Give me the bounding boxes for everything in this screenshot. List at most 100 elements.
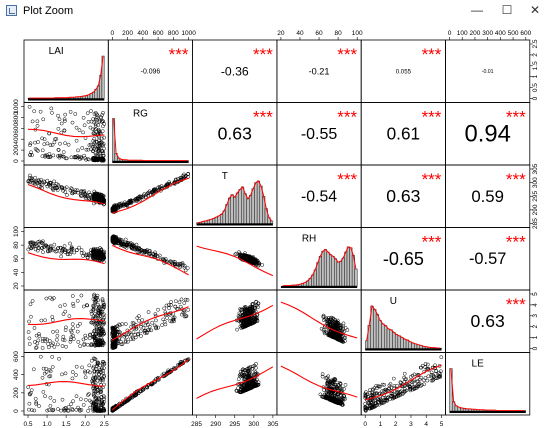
histogram-bar (339, 261, 343, 287)
scatter-point (127, 330, 132, 335)
smooth-line (27, 381, 105, 387)
scatter-point (184, 314, 189, 318)
scatter-point (57, 356, 61, 361)
scatter-point (56, 147, 61, 152)
histogram-bar (354, 268, 358, 287)
scatter-point (39, 318, 44, 323)
scatter-point (168, 259, 173, 264)
scatter-point (94, 157, 99, 162)
scatter-point (96, 360, 100, 365)
scatter-point (55, 249, 59, 254)
scatter-point (93, 332, 97, 337)
scatter-point (94, 342, 98, 347)
scatter-point (53, 186, 57, 190)
scatter-point (321, 313, 326, 318)
scatter-point (89, 358, 94, 363)
scatter-point (326, 374, 331, 379)
scatter-point (98, 338, 103, 343)
scatter-point (91, 147, 96, 151)
scatter-point (34, 179, 38, 183)
scatter-point (46, 249, 50, 254)
scatter-point (434, 376, 439, 381)
scatter-point (340, 395, 345, 400)
window-titlebar: Plot Zoom — ☐ ✕ (0, 0, 550, 22)
panel-frame (107, 227, 194, 291)
scatter-point (100, 377, 105, 381)
histogram-bar (227, 197, 232, 224)
scatter-point (181, 173, 185, 178)
scatter-point (380, 395, 385, 400)
scatter-point (73, 188, 78, 193)
scatter-point (55, 188, 60, 192)
scatter-point (340, 399, 345, 404)
scatter-point (51, 247, 56, 251)
scatter-point (100, 343, 105, 348)
scatter-point (77, 155, 82, 159)
panel-U-RH (276, 289, 362, 353)
scatter-point (173, 304, 178, 309)
scatter-point (165, 316, 169, 320)
scatter-point (133, 199, 138, 203)
scatter-point (391, 376, 396, 381)
scatter-point (60, 344, 65, 348)
scatter-point (91, 139, 96, 143)
histogram-bar (220, 213, 224, 224)
scatter-point (234, 388, 239, 393)
scatter-point (394, 390, 399, 395)
scatter-point (91, 249, 96, 254)
significance-stars: *** (337, 45, 357, 64)
scatter-point (122, 203, 126, 208)
scatter-point (429, 370, 434, 375)
scatter-point (238, 312, 243, 317)
scatter-point (376, 397, 381, 401)
significance-stars: *** (506, 108, 526, 127)
scatter-point (99, 332, 104, 336)
maximize-icon[interactable]: ☐ (501, 3, 513, 17)
scatter-point (40, 148, 45, 153)
scatter-point (370, 391, 374, 395)
scatter-point (403, 377, 408, 382)
panel-U-RG (107, 289, 194, 353)
top-axis-tick-label: 0 (110, 30, 114, 37)
top-axis-tick-label: 600 (153, 30, 164, 37)
close-icon[interactable]: ✕ (529, 3, 541, 17)
correlation-value: 0.61 (387, 123, 420, 143)
left-axis-tick-label: 60 (13, 255, 20, 263)
scatter-point (342, 387, 346, 391)
panel-U-LAI (23, 289, 109, 353)
scatter-point (48, 295, 52, 300)
scatter-point (140, 248, 144, 253)
scatter-point (82, 153, 86, 158)
panel-LE-LE (445, 352, 531, 416)
scatter-point (178, 304, 183, 309)
scatter-point (322, 329, 327, 334)
scatter-point (91, 155, 96, 160)
scatter-point (99, 156, 104, 161)
scatter-point (57, 117, 62, 122)
histogram-bar (405, 339, 410, 349)
scatter-point (378, 400, 383, 405)
scatter-point (248, 306, 253, 311)
scatter-point (102, 122, 107, 126)
scatter-point (176, 363, 180, 367)
scatter-point (60, 186, 65, 190)
scatter-point (102, 373, 107, 378)
histogram-bar (386, 328, 390, 349)
panel-frame (445, 352, 531, 416)
scatter-point (33, 182, 37, 187)
scatter-point (342, 329, 346, 334)
scatter-point (182, 301, 187, 305)
smooth-line (196, 366, 274, 399)
scatter-point (52, 179, 56, 184)
smooth-line (27, 252, 105, 265)
scatter-point (91, 378, 96, 383)
scatter-point (244, 254, 249, 259)
minimize-icon[interactable]: — (471, 3, 483, 17)
scatter-point (98, 376, 102, 381)
histogram-bar (400, 337, 404, 349)
scatter-point (87, 196, 92, 201)
left-axis-tick-label: 200 (13, 387, 20, 398)
scatter-point (149, 328, 154, 333)
scatter-point (113, 343, 118, 348)
scatter-point (62, 128, 67, 133)
